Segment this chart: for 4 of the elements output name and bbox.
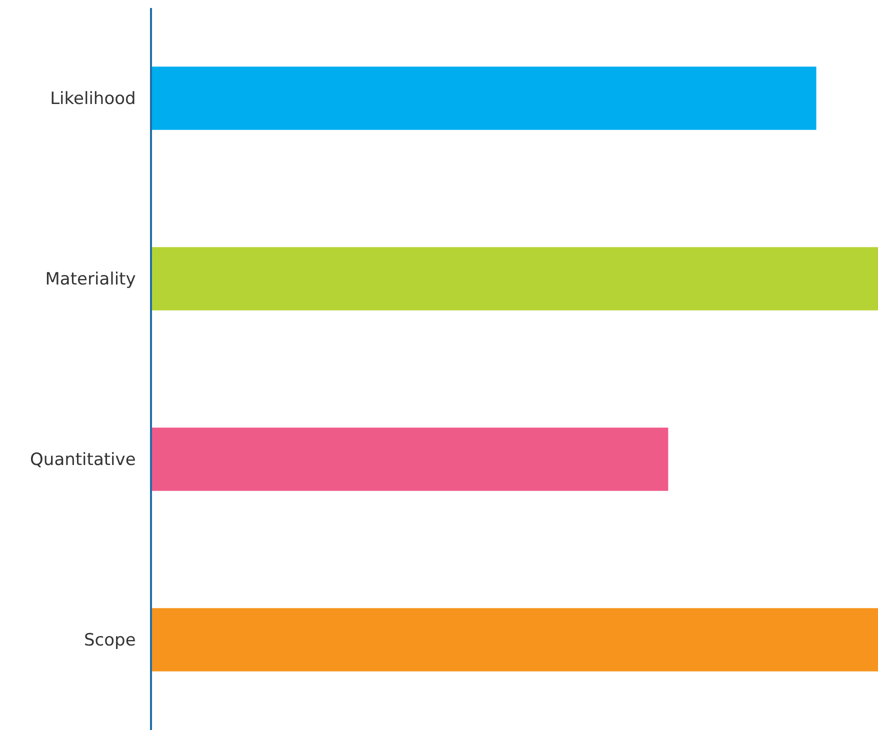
y-tick-label: Likelihood: [50, 89, 147, 110]
y-tick-label: Quantitative: [30, 450, 147, 470]
y-tick-label: Scope: [84, 630, 147, 651]
y-tick-label: Materiality: [45, 270, 147, 290]
